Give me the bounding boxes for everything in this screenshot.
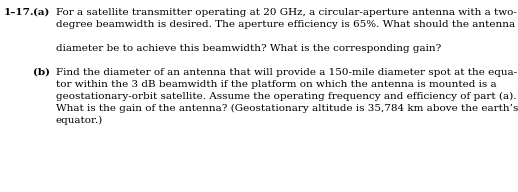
Text: Find the diameter of an antenna that will provide a 150-mile diameter spot at th: Find the diameter of an antenna that wil… — [56, 68, 517, 77]
Text: What is the gain of the antenna? (Geostationary altitude is 35,784 km above the : What is the gain of the antenna? (Geosta… — [56, 104, 518, 113]
Text: diameter be to achieve this beamwidth? What is the corresponding gain?: diameter be to achieve this beamwidth? W… — [56, 44, 441, 53]
Text: tor within the 3 dB beamwidth if the platform on which the antenna is mounted is: tor within the 3 dB beamwidth if the pla… — [56, 80, 497, 89]
Text: (b): (b) — [33, 68, 50, 77]
Text: degree beamwidth is desired. The aperture efficiency is 65%. What should the ant: degree beamwidth is desired. The apertur… — [56, 20, 515, 29]
Text: geostationary-orbit satellite. Assume the operating frequency and efficiency of : geostationary-orbit satellite. Assume th… — [56, 92, 516, 101]
Text: (a): (a) — [33, 8, 49, 17]
Text: 1–17.: 1–17. — [4, 8, 35, 17]
Text: For a satellite transmitter operating at 20 GHz, a circular-aperture antenna wit: For a satellite transmitter operating at… — [56, 8, 517, 17]
Text: equator.): equator.) — [56, 116, 103, 125]
